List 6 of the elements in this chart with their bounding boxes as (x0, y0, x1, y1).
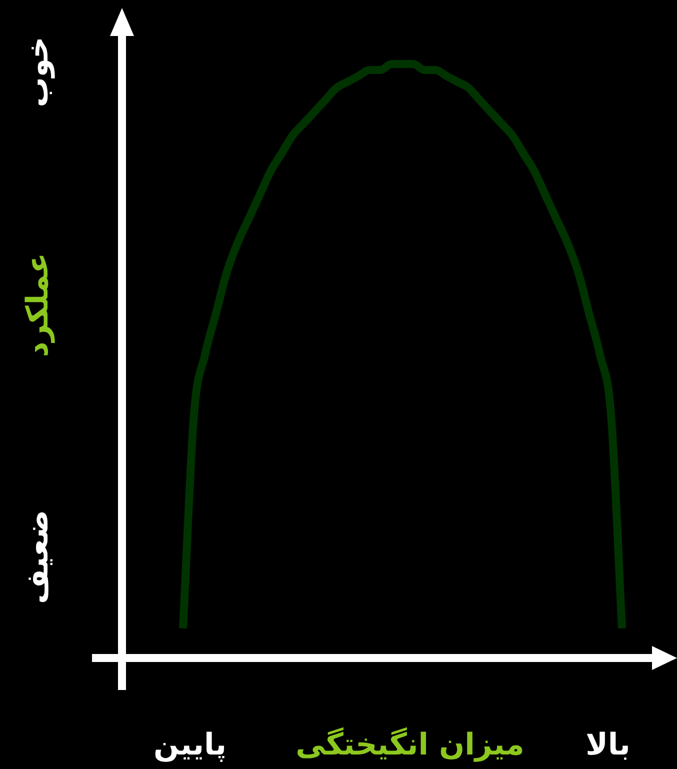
x-axis-title: میزان انگیختگی (296, 728, 524, 762)
text: بالا (586, 728, 630, 762)
text: ضعیف (20, 510, 56, 604)
y-axis-title: عملکرد (20, 252, 56, 358)
text: پایین (153, 728, 227, 762)
text: خوب (20, 36, 56, 108)
